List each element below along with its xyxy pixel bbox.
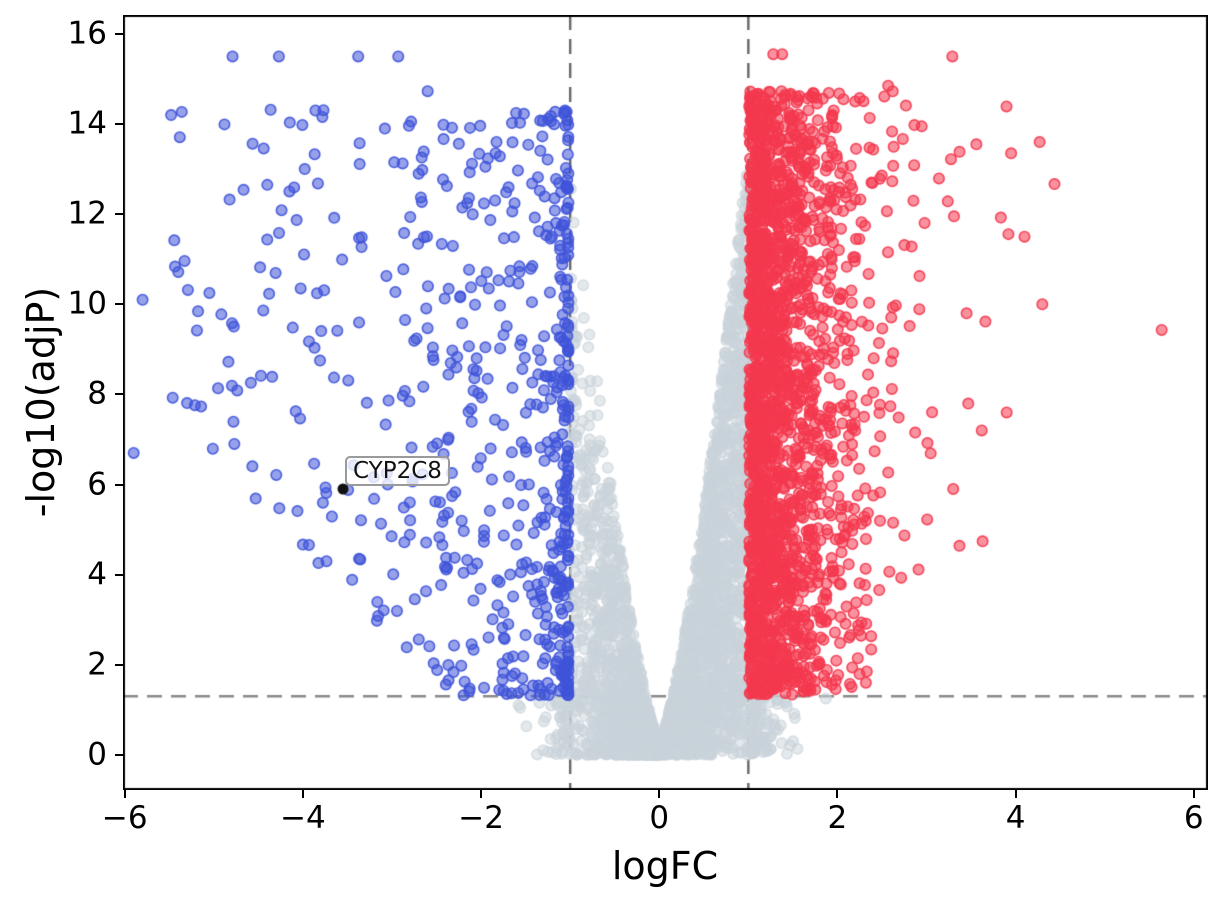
y-tick-label: 6: [87, 465, 107, 502]
y-tick-label: 16: [67, 15, 107, 52]
y-axis-label: -log10(adjP): [19, 286, 63, 518]
y-tick-mark: [115, 573, 123, 576]
x-axis-label: logFC: [611, 844, 719, 888]
y-tick-label: 12: [67, 195, 107, 232]
y-tick-label: 14: [67, 105, 107, 142]
x-tick-label: 4: [1005, 800, 1026, 836]
y-tick-mark: [115, 213, 123, 216]
volcano-scatter-canvas: [123, 15, 1208, 790]
y-tick-mark: [115, 393, 123, 396]
x-tick-mark: [301, 790, 304, 798]
y-tick-mark: [115, 32, 123, 35]
y-tick-mark: [115, 753, 123, 756]
x-tick-label: 6: [1183, 800, 1204, 836]
y-tick-label: 0: [87, 736, 107, 773]
y-tick-mark: [115, 123, 123, 126]
x-tick-mark: [658, 790, 661, 798]
x-tick-label: 2: [827, 800, 848, 836]
y-tick-label: 10: [67, 285, 107, 322]
gene-annotation-box: CYP2C8: [345, 456, 450, 486]
x-tick-label: −2: [458, 800, 504, 836]
x-tick-label: −4: [280, 800, 326, 836]
x-tick-mark: [836, 790, 839, 798]
y-tick-label: 8: [87, 375, 107, 412]
y-tick-label: 4: [87, 555, 107, 592]
x-tick-mark: [1014, 790, 1017, 798]
x-tick-mark: [123, 790, 126, 798]
y-tick-mark: [115, 303, 123, 306]
plot-area: CYP2C8: [123, 15, 1208, 790]
x-tick-mark: [480, 790, 483, 798]
y-tick-label: 2: [87, 646, 107, 683]
x-tick-label: 0: [649, 800, 670, 836]
y-tick-mark: [115, 663, 123, 666]
y-tick-mark: [115, 483, 123, 486]
x-tick-label: −6: [101, 800, 148, 836]
gene-annotation-label: CYP2C8: [353, 458, 442, 484]
x-tick-mark: [1192, 790, 1195, 798]
